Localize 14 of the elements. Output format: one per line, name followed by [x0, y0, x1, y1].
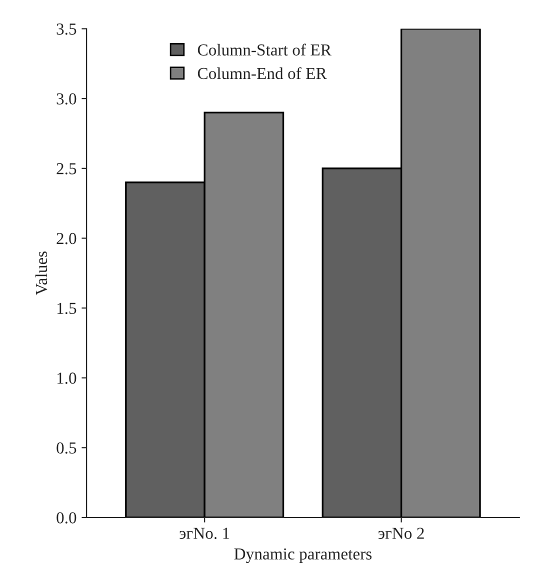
- y-tick-label: 3.0: [56, 93, 76, 105]
- y-tick-label: 0.5: [56, 442, 76, 454]
- y-axis-title: Values: [35, 252, 48, 296]
- y-tick-label: 2.5: [56, 163, 76, 174]
- y-tick-label: 1.0: [57, 372, 76, 384]
- x-axis-title: Dynamic parameters: [234, 548, 372, 564]
- legend-label: Column-End of ER: [198, 67, 327, 80]
- y-tick-label: 2.0: [56, 232, 76, 244]
- legend-label: Column-Start of ER: [198, 44, 332, 56]
- y-tick-label: 1.5: [57, 302, 76, 314]
- x-tick-label: эгNo 2: [378, 528, 424, 539]
- x-tick-label: эгNo. 1: [180, 528, 230, 540]
- y-tick-label: 0.0: [56, 512, 76, 524]
- y-tick-label: 3.5: [56, 23, 76, 35]
